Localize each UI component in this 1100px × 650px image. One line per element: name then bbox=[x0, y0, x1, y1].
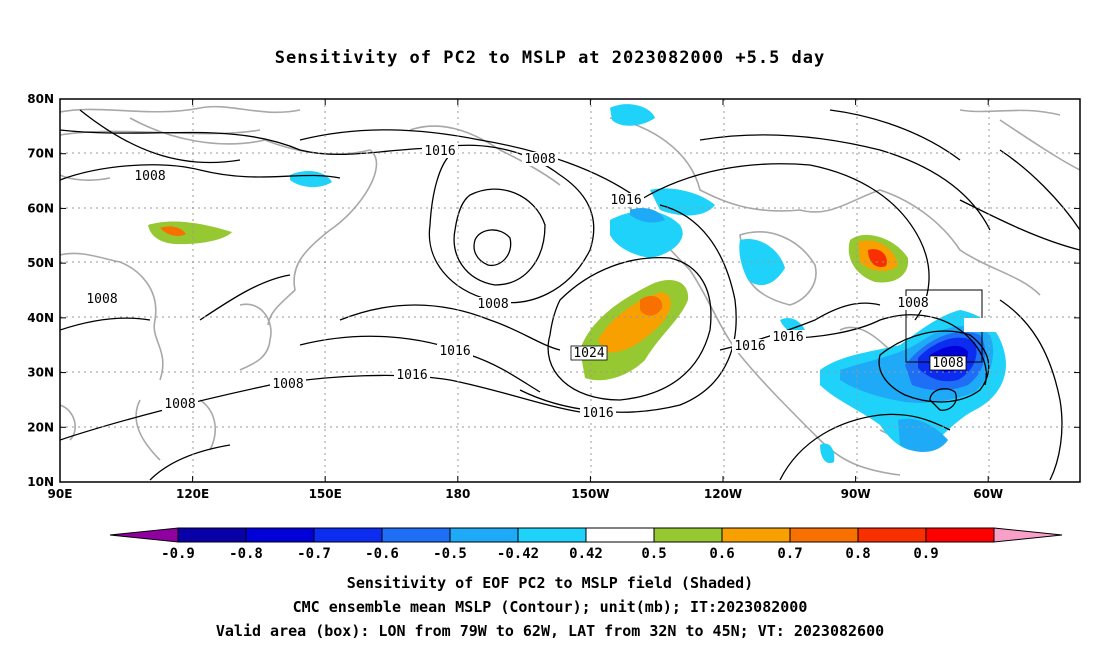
colorbar-segment bbox=[721, 527, 791, 543]
colorbar-segment bbox=[857, 527, 927, 543]
contour-label: 1008 bbox=[164, 397, 195, 412]
map-frame bbox=[59, 98, 1081, 483]
contour-label-bg bbox=[422, 144, 458, 158]
colorbar-arrow-right bbox=[993, 527, 1063, 543]
colorbar-label: -0.8 bbox=[229, 546, 263, 562]
lon-label: 90W bbox=[841, 487, 871, 501]
contour-label-bg bbox=[895, 296, 931, 310]
colorbar-label: 0.7 bbox=[777, 546, 802, 562]
lon-label: 120W bbox=[704, 487, 742, 501]
contour-label: 1016 bbox=[439, 344, 470, 359]
colorbar-label: -0.5 bbox=[433, 546, 467, 562]
lon-label: 90E bbox=[48, 487, 73, 501]
contour-label-bg bbox=[437, 344, 473, 358]
lat-label: 20N bbox=[27, 420, 54, 434]
colorbar-label: -0.42 bbox=[497, 546, 539, 562]
contour-label: 1008 bbox=[86, 292, 117, 307]
colorbar-label: 0.8 bbox=[845, 546, 870, 562]
contour-label: 1016 bbox=[424, 144, 455, 159]
colorbar-label: 0.42 bbox=[569, 546, 603, 562]
contour-label-bg bbox=[770, 330, 806, 344]
colorbar-label: -0.6 bbox=[365, 546, 399, 562]
lon-label: 150W bbox=[571, 487, 609, 501]
lat-label: 30N bbox=[27, 366, 54, 380]
contour-label-bg bbox=[162, 397, 198, 411]
lat-label: 60N bbox=[27, 201, 54, 215]
colorbar-segment bbox=[313, 527, 383, 543]
colorbar-labels: -0.9 -0.8 -0.7 -0.6 -0.5 -0.42 0.42 0.5 0.6 0.7 0.… bbox=[161, 546, 939, 562]
lat-label: 40N bbox=[27, 311, 54, 325]
colorbar-segment bbox=[177, 527, 247, 543]
lat-label: 80N bbox=[27, 92, 54, 106]
colorbar-segment bbox=[789, 527, 859, 543]
footer-contour-note: CMC ensemble mean MSLP (Contour); unit(m… bbox=[292, 598, 808, 616]
colorbar-label: 0.9 bbox=[913, 546, 938, 562]
contour-label-bg bbox=[475, 297, 511, 311]
lat-label: 50N bbox=[27, 256, 54, 270]
colorbar bbox=[109, 527, 1063, 543]
colorbar-segment bbox=[449, 527, 519, 543]
tick-marks bbox=[59, 98, 1080, 483]
lat-label: 70N bbox=[27, 147, 54, 161]
colorbar-segment bbox=[925, 527, 995, 543]
lon-label: 180 bbox=[445, 487, 470, 501]
contour-label-bg bbox=[84, 292, 120, 306]
contour-label-bg bbox=[270, 377, 306, 391]
contour-label-bg bbox=[732, 339, 768, 353]
footer-valid-area-note: Valid area (box): LON from 79W to 62W, L… bbox=[215, 622, 885, 640]
colorbar-segment bbox=[585, 527, 655, 543]
colorbar-label: -0.7 bbox=[297, 546, 331, 562]
colorbar-label: 0.6 bbox=[709, 546, 734, 562]
colorbar-segment bbox=[381, 527, 451, 543]
contour-label-bg bbox=[394, 368, 430, 382]
lat-label: 10N bbox=[27, 475, 54, 489]
lon-label: 150E bbox=[309, 487, 342, 501]
lon-label: 60W bbox=[973, 487, 1003, 501]
contour-label-bg bbox=[929, 355, 967, 371]
contour-label: 1008 bbox=[897, 296, 928, 311]
map-title: Sensitivity of PC2 to MSLP at 2023082000… bbox=[274, 48, 826, 68]
sensitivity-shading bbox=[148, 104, 1006, 464]
contour-label: 1008 bbox=[477, 297, 508, 312]
gridlines bbox=[60, 99, 1080, 482]
contour-label-bg bbox=[570, 345, 608, 361]
contour-label: 1008 bbox=[524, 152, 555, 167]
contour-label-bg bbox=[580, 406, 616, 420]
colorbar-segment bbox=[245, 527, 315, 543]
contour-label: 1016 bbox=[396, 368, 427, 383]
colorbar-segment bbox=[517, 527, 587, 543]
contour-label-bg bbox=[964, 318, 1004, 332]
colorbar-segment bbox=[653, 527, 723, 543]
lon-label: 120E bbox=[176, 487, 209, 501]
colorbar-arrow-left bbox=[109, 527, 179, 543]
contour-labels: 1016 1008 1008 1016 1008 1016 1016 1024 1016 1008… bbox=[84, 144, 1004, 421]
contour-label: 1024 bbox=[573, 346, 604, 361]
contour-label: 1016 bbox=[772, 330, 803, 345]
colorbar-label: 0.5 bbox=[641, 546, 666, 562]
footer-shading-note: Sensitivity of EOF PC2 to MSLP field (Sh… bbox=[346, 574, 754, 592]
contour-label: 1008 bbox=[134, 169, 165, 184]
contour-label: 1016 bbox=[734, 339, 765, 354]
colorbar-label: -0.9 bbox=[161, 546, 195, 562]
longitude-labels: 90E 120E 150E 180 150W 120W 90W 60W bbox=[48, 487, 1004, 501]
contour-label: 1016 bbox=[582, 406, 613, 421]
contour-label-bg bbox=[608, 193, 644, 207]
contour-label: 1016 bbox=[610, 193, 641, 208]
latitude-labels: 80N 70N 60N 50N 40N 30N 20N 10N bbox=[27, 92, 54, 489]
contour-label: 1008 bbox=[272, 377, 303, 392]
contour-label-bg bbox=[132, 169, 168, 183]
contour-label-bg bbox=[522, 152, 558, 166]
contour-label: 1008 bbox=[932, 356, 963, 371]
